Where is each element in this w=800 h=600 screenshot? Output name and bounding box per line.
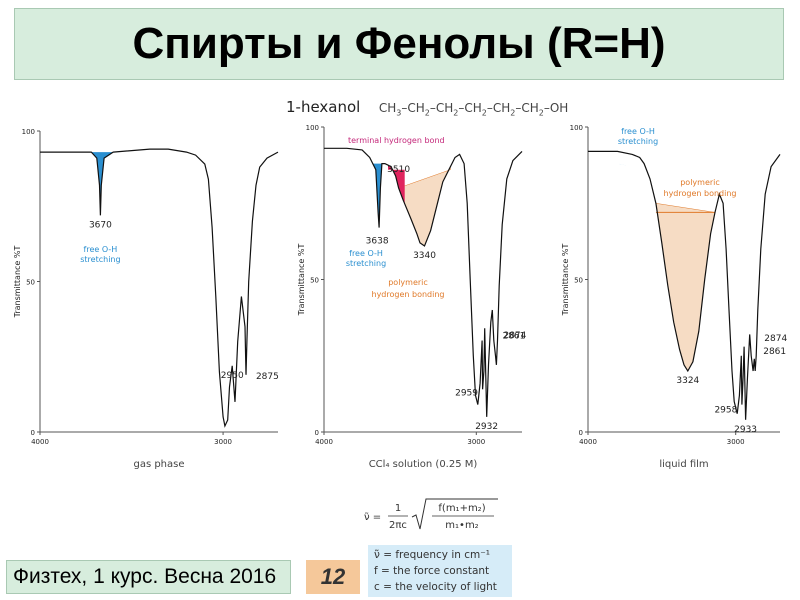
peak-label: 2933 xyxy=(734,425,757,435)
formula-legend: ν̃ = frequency in cm⁻¹ f = the force con… xyxy=(368,545,512,597)
peak-label: 2874 xyxy=(764,334,787,344)
y-tick-label: 0 xyxy=(315,429,319,437)
y-axis-label: Transmittance %T xyxy=(13,246,22,319)
compound-formula: CH3–CH2–CH2–CH2–CH2–CH2–OH xyxy=(378,101,569,118)
peak-label: 2861 xyxy=(502,332,525,342)
peak-label: 2874 xyxy=(503,331,526,341)
y-axis-label: Transmittance %T xyxy=(297,244,306,317)
spectrum-line-0 xyxy=(40,148,279,428)
formula-sqrt-num: f(m₁+m₂) xyxy=(438,503,485,514)
annotation-stretching: stretching xyxy=(618,137,658,146)
y-tick-label: 100 xyxy=(570,124,583,132)
annotation-terminal-hbond: terminal hydrogen bond xyxy=(348,136,445,145)
x-tick-label: 4000 xyxy=(31,438,49,446)
y-tick-label: 0 xyxy=(31,429,35,437)
compound-name: 1-hexanol xyxy=(286,98,361,116)
annotation-free-oh: free O-H xyxy=(84,245,118,254)
annotation-free-oh: free O-H xyxy=(621,127,655,136)
spectrum-line-1 xyxy=(324,147,523,417)
compound-header: 1-hexanol CH3–CH2–CH2–CH2–CH2–CH2–OH xyxy=(286,98,568,117)
sqrt-symbol xyxy=(411,498,498,530)
peak-label: 3670 xyxy=(89,220,112,230)
peak-label: 3510 xyxy=(387,165,410,175)
annotation-stretching: stretching xyxy=(346,259,386,268)
x-tick-label: 4000 xyxy=(579,438,597,446)
peak-label: 3324 xyxy=(676,376,699,386)
x-tick-label: 3000 xyxy=(727,438,745,446)
y-tick-label: 100 xyxy=(306,124,319,132)
spectrum-line-2 xyxy=(588,150,781,420)
annotation-polymeric: polymeric xyxy=(388,278,428,287)
y-tick-label: 50 xyxy=(310,277,319,285)
peak-label: 2875 xyxy=(256,372,279,382)
formula-frac-num: 1 xyxy=(395,503,401,514)
annotation-free-oh: free O-H xyxy=(349,249,383,258)
free-oh-band xyxy=(87,152,114,216)
legend-line-force: f = the force constant xyxy=(374,565,490,577)
peak-label: 2950 xyxy=(221,371,244,381)
formula-frac-den: 2πc xyxy=(389,520,407,531)
peak-label: 2958 xyxy=(714,406,737,416)
formula-sqrt-den: m₁•m₂ xyxy=(445,520,478,531)
peak-label: 2932 xyxy=(475,422,498,432)
slide-title: Спирты и Фенолы (R=H) xyxy=(132,19,666,68)
chart-caption: CCl₄ solution (0.25 M) xyxy=(369,459,478,470)
annotation-stretching: stretching xyxy=(80,255,120,264)
peak-label: 2861 xyxy=(763,347,786,357)
chart-caption: liquid film xyxy=(659,459,708,470)
annotation-hbonding: hydrogen bonding xyxy=(664,189,737,198)
formula-lhs: ν̃ = xyxy=(364,511,381,523)
x-tick-label: 3000 xyxy=(214,438,232,446)
y-tick-label: 50 xyxy=(26,279,35,287)
ir-spectra: 0 50 100 4000 3000 Transmittance %T gas phase 3… xyxy=(13,124,787,470)
y-tick-label: 0 xyxy=(579,429,583,437)
y-tick-label: 100 xyxy=(22,128,35,136)
x-tick-label: 4000 xyxy=(315,438,333,446)
annotation-hbonding: hydrogen bonding xyxy=(372,290,445,299)
y-tick-label: 50 xyxy=(574,277,583,285)
chart-caption: gas phase xyxy=(133,459,184,470)
title-banner: Спирты и Фенолы (R=H) xyxy=(14,8,784,80)
y-axis-label: Transmittance %T xyxy=(561,244,570,317)
free-oh-band xyxy=(619,163,627,166)
legend-line-light: c = the velocity of light xyxy=(374,581,497,593)
legend-line-frequency: ν̃ = frequency in cm⁻¹ xyxy=(374,549,491,561)
peak-label: 3638 xyxy=(366,237,389,247)
frequency-formula: ν̃ = 1 2πc f(m₁+m₂) m₁•m₂ xyxy=(360,495,520,537)
peak-label: 2959 xyxy=(455,388,478,398)
annotation-polymeric: polymeric xyxy=(680,178,720,187)
footer-label: Физтех, 1 курс. Весна 2016 xyxy=(6,560,291,594)
x-tick-label: 3000 xyxy=(467,438,485,446)
peak-label: 3340 xyxy=(413,251,436,261)
terminal-hbond-band xyxy=(388,165,405,204)
polymeric-hbond-band xyxy=(655,203,716,372)
page-number: 12 xyxy=(306,560,360,594)
